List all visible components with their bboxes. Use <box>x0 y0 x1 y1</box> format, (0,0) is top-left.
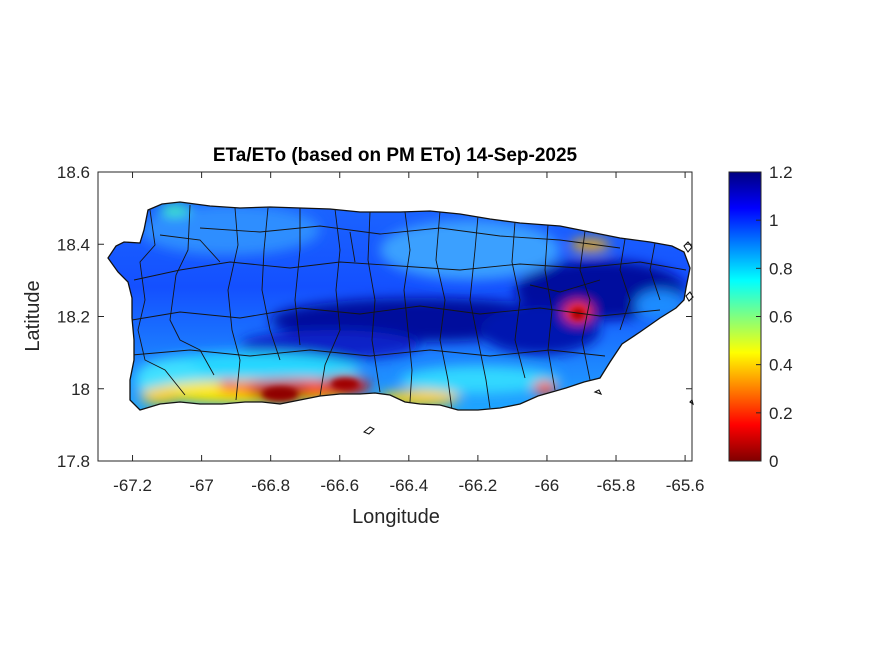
y-tick-label: 18.6 <box>57 163 90 182</box>
y-tick-label: 18.4 <box>57 235 90 254</box>
x-tick-label: -65.6 <box>666 476 705 495</box>
colorbar-ticks: 1.2 1 0.8 0.6 0.4 0.2 0 <box>756 163 793 471</box>
x-tick-label: -67.2 <box>113 476 152 495</box>
colorbar-tick-label: 0.6 <box>769 308 793 327</box>
x-tick-label: -66.4 <box>389 476 428 495</box>
x-tick-label: -66 <box>535 476 560 495</box>
x-axis-label: Longitude <box>352 506 440 528</box>
x-tick-label: -66.8 <box>251 476 290 495</box>
colorbar-tick-label: 1.2 <box>769 163 793 182</box>
colorbar-tick-label: 0 <box>769 452 778 471</box>
x-axis: -67.2 -67 -66.8 -66.6 -66.4 -66.2 -66 -65.8 -65.… <box>113 172 704 495</box>
colorbar-tick-label: 0.4 <box>769 356 793 375</box>
plot-title: ETa/ETo (based on PM ETo) 14-Sep-2025 <box>213 145 578 166</box>
colorbar-tick-label: 0.2 <box>769 404 793 423</box>
y-axis-label: Latitude <box>22 280 44 351</box>
municipality-boundaries <box>131 204 687 410</box>
y-tick-label: 17.8 <box>57 452 90 471</box>
x-tick-label: -66.2 <box>459 476 498 495</box>
y-tick-label: 18.2 <box>57 308 90 327</box>
x-tick-label: -65.8 <box>597 476 636 495</box>
x-tick-label: -66.6 <box>320 476 359 495</box>
y-axis: 18.6 18.4 18.2 18 17.8 <box>57 163 692 471</box>
x-tick-label: -67 <box>189 476 214 495</box>
colorbar-tick-label: 0.8 <box>769 259 793 278</box>
colorbar-tick-label: 1 <box>769 211 778 230</box>
eta-eto-field <box>108 202 690 410</box>
offshore-islets <box>362 241 694 435</box>
y-tick-label: 18 <box>71 380 90 399</box>
